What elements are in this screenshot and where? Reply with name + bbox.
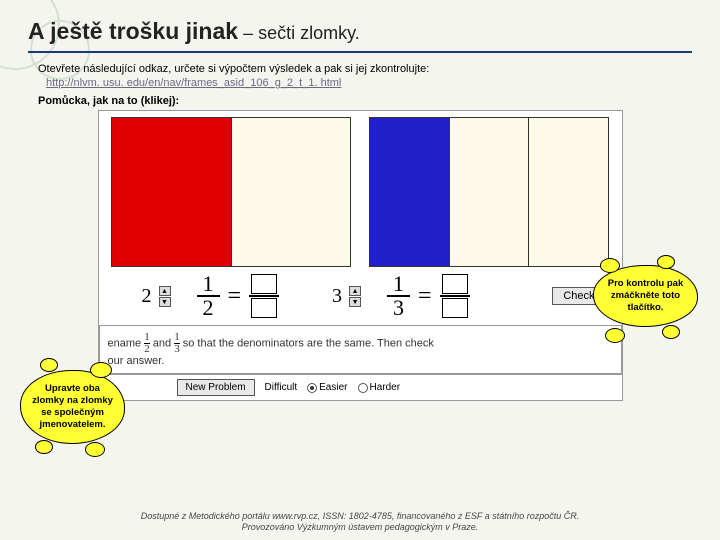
difficulty-label: Difficult — [265, 382, 298, 393]
bar-segment — [370, 118, 450, 266]
title-main: A ještě trošku jinak — [28, 18, 238, 44]
title-sub: – sečti zlomky. — [238, 23, 360, 43]
numerator: 1 — [387, 273, 410, 297]
fraction-row: 2 ▲ ▼ 1 2 = — [99, 269, 622, 325]
radio-harder[interactable]: Harder — [358, 382, 401, 393]
spinner-value: 3 — [325, 285, 349, 308]
blank-numerator[interactable] — [251, 274, 277, 294]
blank-fraction-right[interactable] — [440, 273, 470, 319]
spinner-down-icon[interactable]: ▼ — [159, 297, 171, 307]
footer: Dostupné z Metodického portálu www.rvp.c… — [0, 511, 720, 534]
callout-left: Upravte oba zlomky na zlomky se společný… — [20, 370, 125, 444]
callout-bump — [90, 362, 112, 378]
slide-container: A ještě trošku jinak – sečti zlomky. Ote… — [0, 0, 720, 540]
blank-numerator[interactable] — [442, 274, 468, 294]
instruction-line1: Otevřete následující odkaz, určete si vý… — [38, 63, 682, 75]
numerator: 1 — [197, 273, 220, 297]
callout-bump — [605, 328, 625, 343]
blank-fraction-left[interactable] — [249, 273, 279, 319]
footer-line1: Dostupné z Metodického portálu www.rvp.c… — [0, 511, 720, 523]
instr-text: ename — [108, 337, 145, 349]
denominator: 2 — [197, 297, 220, 319]
applet-container: 2 ▲ ▼ 1 2 = — [98, 110, 623, 401]
instruction-line2: Pomůcka, jak na to (klikej): — [38, 95, 682, 107]
callout-bump — [600, 258, 620, 273]
callout-bump — [85, 442, 105, 457]
callout-bump — [662, 325, 680, 339]
page-title: A ještě trošku jinak – sečti zlomky. — [28, 18, 692, 53]
denominator: 3 — [387, 297, 410, 319]
callout-bump — [35, 440, 53, 454]
fraction-bars-left[interactable] — [111, 117, 351, 267]
new-problem-button[interactable]: New Problem — [177, 379, 255, 396]
instr-and: and — [153, 337, 174, 349]
denominator-spinner-left[interactable]: 2 ▲ ▼ — [135, 285, 171, 308]
instr-rest: so that the denominators are the same. T… — [183, 337, 434, 349]
fraction-group-left: 2 ▲ ▼ 1 2 = — [135, 273, 280, 319]
callout-bump — [657, 255, 675, 269]
blank-denominator[interactable] — [442, 298, 468, 318]
fraction-group-right: 3 ▲ ▼ 1 3 = — [325, 273, 470, 319]
equals-sign: = — [414, 283, 436, 310]
callout-right: Pro kontrolu pak zmáčkněte toto tlačítko… — [593, 265, 698, 327]
applet-instruction-box: ename 1 2 and 1 3 so that the denominato… — [99, 325, 622, 374]
spinner-up-icon[interactable]: ▲ — [159, 286, 171, 296]
bar-segment — [112, 118, 232, 266]
exercise-link[interactable]: http://nlvm. usu. edu/en/nav/frames_asid… — [46, 77, 692, 89]
fraction-right: 1 3 — [387, 273, 410, 319]
bar-segment — [450, 118, 530, 266]
instr-line2: our answer. — [108, 355, 165, 367]
bars-row — [99, 111, 622, 269]
spinner-down-icon[interactable]: ▼ — [349, 297, 361, 307]
bar-segment — [232, 118, 351, 266]
spinner-value: 2 — [135, 285, 159, 308]
denominator-spinner-right[interactable]: 3 ▲ ▼ — [325, 285, 361, 308]
applet-bottom-bar: New Problem Difficult Easier Harder — [99, 374, 622, 400]
equals-sign: = — [224, 283, 246, 310]
spinner-up-icon[interactable]: ▲ — [349, 286, 361, 296]
footer-line2: Provozováno Výzkumným ústavem pedagogick… — [0, 522, 720, 534]
bar-segment — [529, 118, 608, 266]
radio-easier[interactable]: Easier — [307, 382, 347, 393]
fraction-bars-right[interactable] — [369, 117, 609, 267]
fraction-left: 1 2 — [197, 273, 220, 319]
blank-denominator[interactable] — [251, 298, 277, 318]
callout-bump — [40, 358, 58, 372]
